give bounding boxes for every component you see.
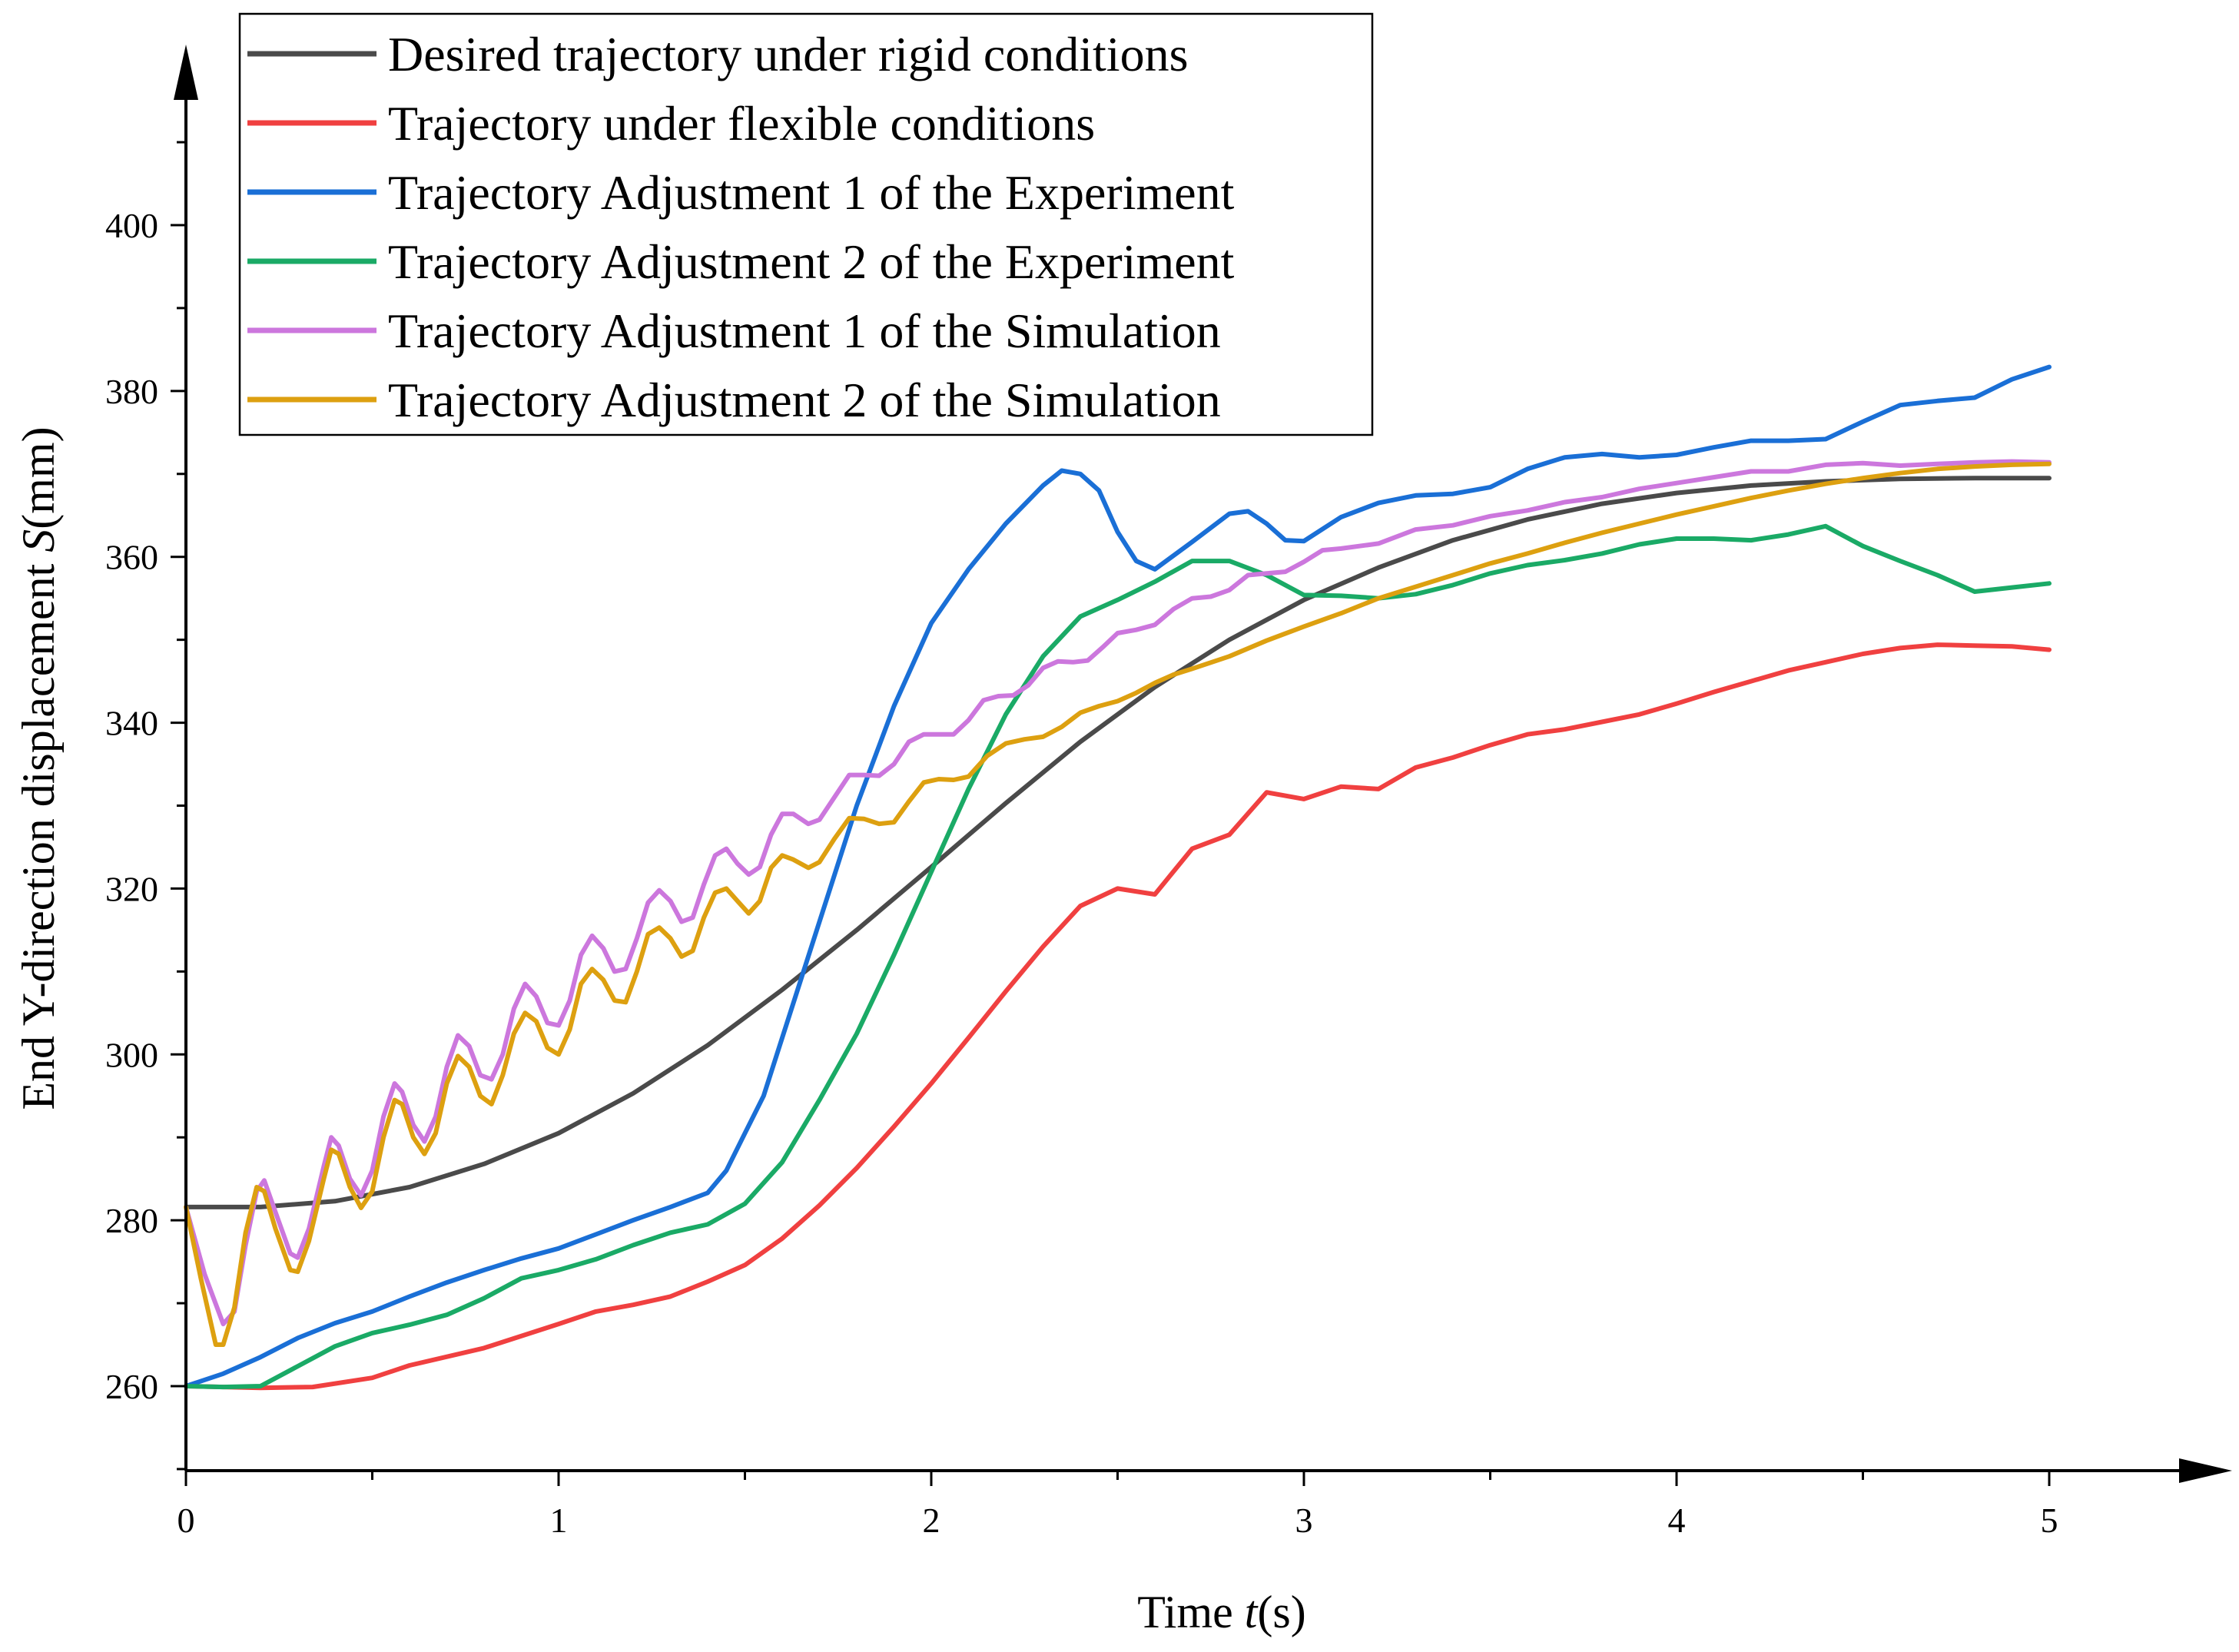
legend-item-5: Trajectory Adjustment 1 of the Simulatio…: [247, 304, 1221, 358]
x-axis-title: Time t(s): [1137, 1587, 1306, 1637]
tick-labels: 0 1 2 3 4 5 260 280 300 320 340 360 380 400: [105, 206, 2058, 1540]
series-line-6: [184, 461, 2052, 1347]
legend-label: Trajectory Adjustment 2 of the Experimen…: [388, 234, 1235, 289]
series-line-5: [184, 459, 2052, 1327]
y-tick-label: 340: [105, 704, 158, 743]
legend-label: Trajectory Adjustment 1 of the Experimen…: [388, 165, 1235, 220]
legend-item-6: Trajectory Adjustment 2 of the Simulatio…: [247, 373, 1221, 427]
legend-label: Trajectory Adjustment 2 of the Simulatio…: [388, 373, 1221, 427]
ticks: [171, 141, 2051, 1486]
y-axis-arrow: [174, 45, 198, 100]
legend-box: [238, 12, 1374, 436]
plot-series: [184, 364, 2052, 1391]
y-tick-label: 360: [105, 538, 158, 577]
legend-items: Desired trajectory under rigid condition…: [247, 27, 1235, 427]
x-axis-arrow: [2179, 1458, 2232, 1483]
y-tick-label: 280: [105, 1201, 158, 1240]
x-tick-label: 1: [550, 1501, 568, 1540]
legend-label: Trajectory under flexible conditions: [388, 96, 1095, 151]
y-tick-label: 260: [105, 1367, 158, 1406]
legend-item-3: Trajectory Adjustment 1 of the Experimen…: [247, 165, 1235, 220]
y-tick-label: 380: [105, 372, 158, 411]
legend-item-1: Desired trajectory under rigid condition…: [247, 27, 1188, 81]
series-line-4: [184, 523, 2052, 1390]
x-tick-label: 0: [177, 1501, 195, 1540]
y-tick-label: 320: [105, 869, 158, 908]
y-axis-title: End Y-direction displacement S(mm): [13, 426, 64, 1110]
legend-label: Desired trajectory under rigid condition…: [388, 27, 1188, 81]
y-tick-label: 300: [105, 1035, 158, 1074]
series-line-2: [184, 642, 2052, 1391]
legend: Desired trajectory under rigid condition…: [238, 12, 1374, 436]
legend-item-4: Trajectory Adjustment 2 of the Experimen…: [247, 234, 1235, 289]
legend-label: Trajectory Adjustment 1 of the Simulatio…: [388, 304, 1221, 358]
legend-item-2: Trajectory under flexible conditions: [247, 96, 1095, 151]
x-tick-label: 3: [1295, 1501, 1313, 1540]
series-line-3: [184, 364, 2052, 1388]
x-tick-label: 5: [2041, 1501, 2058, 1540]
series-line-1: [184, 476, 2052, 1209]
y-tick-label: 400: [105, 206, 158, 245]
x-tick-label: 2: [923, 1501, 940, 1540]
x-tick-label: 4: [1668, 1501, 1686, 1540]
